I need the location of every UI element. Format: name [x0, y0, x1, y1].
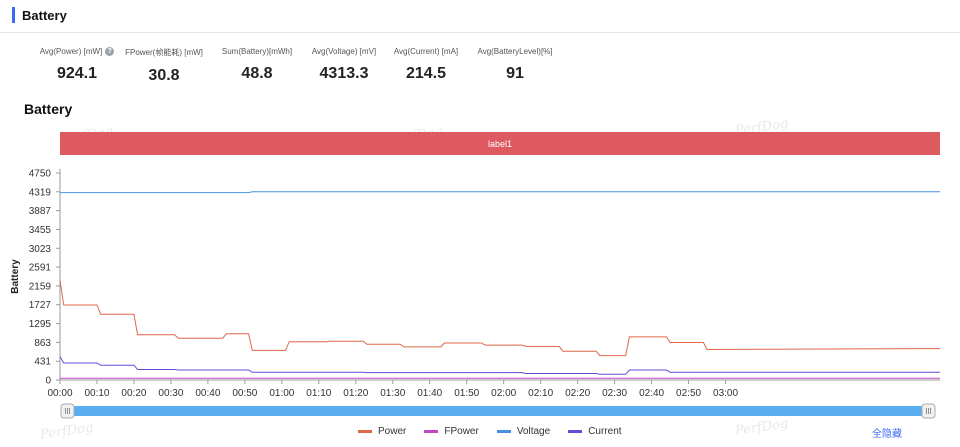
chart-title: Battery — [24, 101, 73, 117]
y-tick-label: 4750 — [29, 169, 52, 180]
x-tick-label: 02:30 — [602, 388, 627, 399]
section-header: Battery — [12, 6, 67, 24]
legend-label: Voltage — [516, 426, 551, 437]
section-title: Battery — [22, 7, 67, 23]
x-tick-label: 02:40 — [639, 388, 664, 399]
y-tick-label: 863 — [34, 338, 51, 349]
y-tick-label: 1295 — [29, 319, 52, 330]
stat-label: Avg(BatteryLevel)[%] — [477, 47, 553, 56]
x-tick-label: 02:10 — [528, 388, 553, 399]
stat-label: Avg(Power) [mW] — [39, 47, 103, 56]
x-tick-label: 02:20 — [565, 388, 590, 399]
header-divider — [0, 32, 960, 33]
series-line-current — [59, 356, 940, 375]
x-tick-label: 02:50 — [676, 388, 701, 399]
stat-value: 924.1 — [56, 65, 98, 82]
legend-label: FPower — [444, 426, 479, 437]
x-tick-label: 01:20 — [343, 388, 368, 399]
legend-item-power[interactable]: Power — [358, 426, 406, 437]
x-tick-label: 01:30 — [380, 388, 405, 399]
y-axis-label: Battery — [10, 259, 21, 294]
stat-avg-voltage: Avg(Voltage) [mV] 4313.3 — [300, 47, 388, 83]
x-tick-label: 00:20 — [121, 388, 146, 399]
x-tick-label: 01:10 — [306, 388, 331, 399]
stat-label: Sum(Battery)[mWh] — [221, 47, 293, 56]
x-tick-label: 01:40 — [417, 388, 442, 399]
x-tick-label: 03:00 — [713, 388, 738, 399]
legend-item-current[interactable]: Current — [568, 426, 622, 437]
y-tick-label: 2159 — [29, 281, 52, 292]
x-tick-label: 00:30 — [158, 388, 183, 399]
legend-label: Current — [588, 426, 622, 437]
stat-avg-battery-level: Avg(BatteryLevel)[%] 91 — [466, 47, 564, 83]
stat-label: FPower(帧能耗) [mW] — [125, 48, 203, 57]
stat-value: 30.8 — [148, 67, 180, 84]
stat-value: 48.8 — [241, 65, 273, 82]
legend-swatch — [496, 430, 511, 433]
x-tick-label: 00:10 — [84, 388, 109, 399]
stat-value: 91 — [506, 65, 524, 82]
legend-item-voltage[interactable]: Voltage — [496, 426, 551, 437]
stat-label: Avg(Current) [mA] — [393, 47, 459, 56]
y-tick-label: 431 — [34, 357, 51, 368]
y-tick-label: 4319 — [29, 187, 52, 198]
series-line-voltage — [60, 191, 940, 194]
legend-swatch — [424, 430, 439, 433]
help-icon[interactable]: ? — [105, 47, 115, 56]
stat-avg-current: Avg(Current) [mA] 214.5 — [386, 47, 466, 83]
stat-avg-power: Avg(Power) [mW]? 924.1 — [26, 47, 128, 83]
stat-value: 4313.3 — [319, 65, 369, 82]
series-line-power — [59, 280, 941, 357]
y-tick-label: 3887 — [29, 206, 52, 217]
x-tick-label: 00:40 — [195, 388, 220, 399]
x-tick-label: 02:00 — [491, 388, 516, 399]
x-tick-label: 01:50 — [454, 388, 479, 399]
label-band-text: label1 — [488, 139, 512, 149]
y-tick-label: 1727 — [29, 300, 52, 311]
legend-item-fpower[interactable]: FPower — [424, 426, 479, 437]
x-tick-label: 00:50 — [232, 388, 257, 399]
x-tick-label: 01:00 — [269, 388, 294, 399]
stat-sum-battery: Sum(Battery)[mWh] 48.8 — [212, 47, 302, 83]
y-tick-label: 2591 — [29, 263, 52, 274]
zoom-slider-track[interactable] — [62, 406, 934, 416]
label-band[interactable] — [60, 132, 940, 155]
y-tick-label: 0 — [45, 376, 51, 387]
section-accent-bar — [12, 7, 15, 23]
hide-all-button[interactable]: 全隐藏 — [872, 429, 902, 440]
stat-value: 214.5 — [405, 65, 447, 82]
y-tick-label: 3023 — [29, 244, 52, 255]
stat-fpower: FPower(帧能耗) [mW] 30.8 — [118, 47, 210, 85]
chart-legend: Power FPower Voltage Current — [358, 426, 622, 437]
stat-label: Avg(Voltage) [mV] — [311, 47, 377, 56]
y-tick-label: 3455 — [29, 225, 52, 236]
legend-swatch — [568, 430, 583, 433]
x-tick-label: 00:00 — [47, 388, 72, 399]
legend-label: Power — [378, 426, 407, 437]
legend-swatch — [358, 430, 372, 433]
